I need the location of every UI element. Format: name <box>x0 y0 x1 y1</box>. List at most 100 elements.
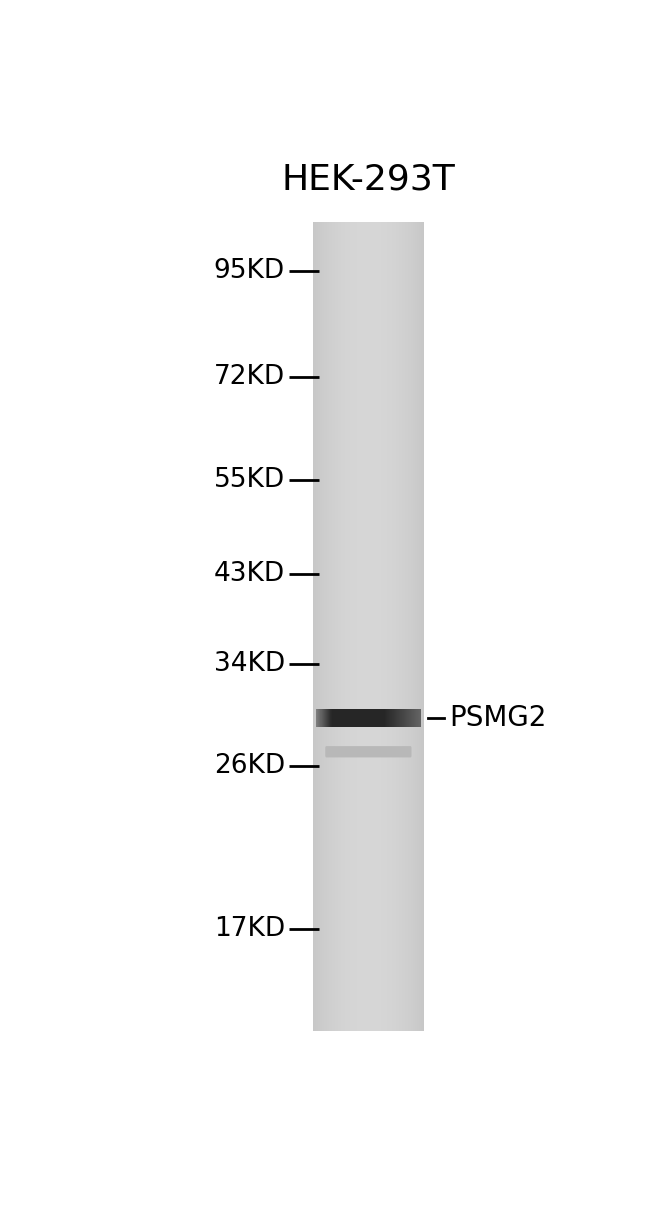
Bar <box>352 709 353 727</box>
Bar <box>335 709 336 727</box>
Bar <box>325 709 326 727</box>
Bar <box>365 709 366 727</box>
Text: 26KD: 26KD <box>214 753 285 780</box>
Bar <box>385 709 386 727</box>
Bar <box>378 709 379 727</box>
Bar <box>389 709 390 727</box>
Bar <box>369 709 370 727</box>
Bar <box>323 709 324 727</box>
Bar <box>393 709 394 727</box>
Bar <box>405 709 406 727</box>
Bar <box>414 709 415 727</box>
Bar <box>396 709 398 727</box>
Bar <box>339 709 340 727</box>
Text: 72KD: 72KD <box>214 364 285 390</box>
Bar <box>386 709 387 727</box>
Text: 43KD: 43KD <box>214 561 285 587</box>
Bar <box>356 709 357 727</box>
Bar <box>385 709 387 727</box>
Bar <box>373 709 374 727</box>
Bar <box>333 709 334 727</box>
Text: HEK-293T: HEK-293T <box>281 163 455 197</box>
Bar <box>388 709 389 727</box>
Bar <box>402 709 403 727</box>
Bar <box>370 709 371 727</box>
Bar <box>319 709 320 727</box>
Bar <box>330 709 331 727</box>
Bar <box>364 709 365 727</box>
Bar <box>369 709 370 727</box>
Bar <box>331 709 332 727</box>
Bar <box>382 709 383 727</box>
Bar <box>394 709 395 727</box>
Bar <box>366 709 367 727</box>
Bar <box>322 709 323 727</box>
Bar <box>390 709 391 727</box>
Bar <box>413 709 414 727</box>
Bar <box>401 709 402 727</box>
Bar <box>367 709 368 727</box>
Bar <box>399 709 400 727</box>
Bar <box>347 709 348 727</box>
Bar <box>411 709 412 727</box>
Bar <box>358 709 359 727</box>
Bar <box>340 709 341 727</box>
Bar <box>405 709 406 727</box>
Bar <box>334 709 335 727</box>
Bar <box>348 709 349 727</box>
Bar <box>419 709 420 727</box>
Bar <box>410 709 411 727</box>
Bar <box>324 709 325 727</box>
Bar <box>413 709 414 727</box>
Bar <box>344 709 345 727</box>
Bar <box>337 709 338 727</box>
Bar <box>396 709 397 727</box>
Bar <box>342 709 343 727</box>
Bar <box>392 709 393 727</box>
Bar <box>318 709 319 727</box>
Bar <box>355 709 356 727</box>
Bar <box>328 709 329 727</box>
Bar <box>379 709 380 727</box>
Bar <box>349 709 350 727</box>
Bar <box>363 709 364 727</box>
Bar <box>336 709 337 727</box>
Bar <box>374 709 375 727</box>
Bar <box>336 709 337 727</box>
Text: 55KD: 55KD <box>214 467 285 492</box>
Bar <box>343 709 344 727</box>
Bar <box>397 709 398 727</box>
Bar <box>354 709 355 727</box>
Bar <box>415 709 416 727</box>
Bar <box>333 709 334 727</box>
Bar <box>391 709 392 727</box>
Bar <box>319 709 320 727</box>
Bar <box>417 709 418 727</box>
Bar <box>357 709 358 727</box>
Bar <box>391 709 392 727</box>
Bar <box>371 709 372 727</box>
Bar <box>406 709 407 727</box>
Bar <box>380 709 381 727</box>
Bar <box>353 709 354 727</box>
Bar <box>408 709 409 727</box>
Bar <box>351 709 352 727</box>
Bar <box>341 709 342 727</box>
Bar <box>338 709 339 727</box>
Bar <box>345 709 346 727</box>
Bar <box>403 709 404 727</box>
FancyBboxPatch shape <box>325 747 411 758</box>
Bar <box>327 709 328 727</box>
Bar <box>416 709 417 727</box>
Text: PSMG2: PSMG2 <box>449 704 547 732</box>
Bar <box>400 709 401 727</box>
Bar <box>395 709 396 727</box>
Bar <box>326 709 327 727</box>
Bar <box>330 709 331 727</box>
Bar <box>394 709 395 727</box>
Bar <box>322 709 323 727</box>
Bar <box>316 709 317 727</box>
Bar <box>344 709 345 727</box>
Bar <box>387 709 388 727</box>
Bar <box>375 709 376 727</box>
